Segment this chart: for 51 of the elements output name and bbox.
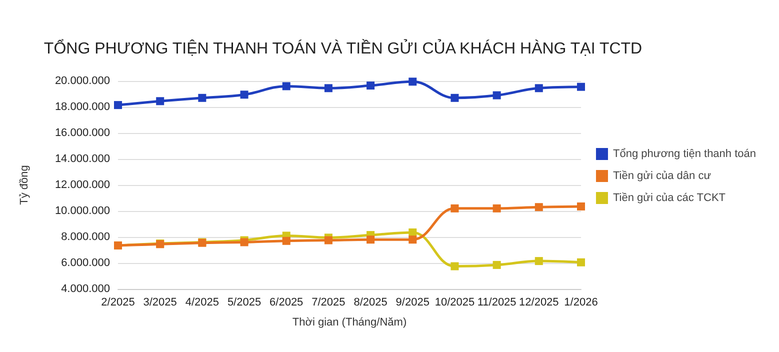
point [366, 82, 375, 90]
x-tick-label: 4/2025 [185, 296, 220, 308]
point [324, 236, 332, 244]
point [534, 203, 543, 212]
point [282, 82, 290, 90]
point [324, 84, 332, 92]
legend-label: Tiền gửi của các TCKT [612, 192, 726, 204]
point [534, 257, 543, 266]
x-tick-label: 2/2025 [101, 296, 135, 308]
y-tick-label: 14.000.000 [54, 153, 110, 165]
y-tick-label: 20.000.000 [54, 75, 110, 87]
y-tick-label: 4.000.000 [61, 283, 110, 295]
legend-label: Tiền gửi của dân cư [612, 170, 712, 182]
point [450, 262, 459, 270]
point [240, 90, 248, 99]
chart-title: TỔNG PHƯƠNG TIỆN THANH TOÁN VÀ TIỀN GỬI CỦA KHÁCH HÀNG TẠI TCTD [44, 38, 642, 58]
y-axis-title: Tỷ đồng [18, 165, 30, 205]
point [198, 94, 206, 102]
point [450, 94, 459, 102]
x-tick-label: 5/2025 [227, 296, 262, 308]
x-tick-label: 3/2025 [143, 296, 177, 308]
y-tick-label: 16.000.000 [54, 127, 110, 139]
point [577, 202, 585, 210]
point [492, 204, 501, 212]
point [492, 260, 501, 269]
point [577, 82, 585, 91]
x-tick-label: 9/2025 [396, 296, 430, 308]
x-tick-label: 11/2025 [477, 296, 516, 308]
y-tick-label: 8.000.000 [61, 231, 110, 243]
point [492, 91, 501, 100]
y-tick-label: 12.000.000 [54, 179, 110, 191]
point [408, 236, 417, 244]
x-tick-label: 7/2025 [312, 296, 346, 308]
y-tick-label: 10.000.000 [54, 205, 110, 217]
point [577, 258, 585, 266]
point [366, 236, 375, 244]
point [450, 204, 459, 212]
point [156, 97, 164, 106]
x-axis-title: Thời gian (Tháng/Năm) [292, 316, 407, 328]
y-tick-label: 18.000.000 [54, 101, 110, 113]
legend-label: Tổng phương tiện thanh toán [612, 148, 756, 160]
x-tick-label: 8/2025 [354, 296, 388, 308]
x-tick-label: 6/2025 [270, 296, 304, 308]
point [408, 78, 417, 86]
point [282, 236, 290, 245]
x-tick-label: 10/2025 [434, 296, 475, 308]
point [534, 84, 543, 92]
point [114, 101, 122, 110]
x-tick-label: 1/2026 [564, 296, 598, 308]
x-tick-label: 12/2025 [519, 296, 559, 308]
y-tick-label: 6.000.000 [61, 257, 110, 269]
